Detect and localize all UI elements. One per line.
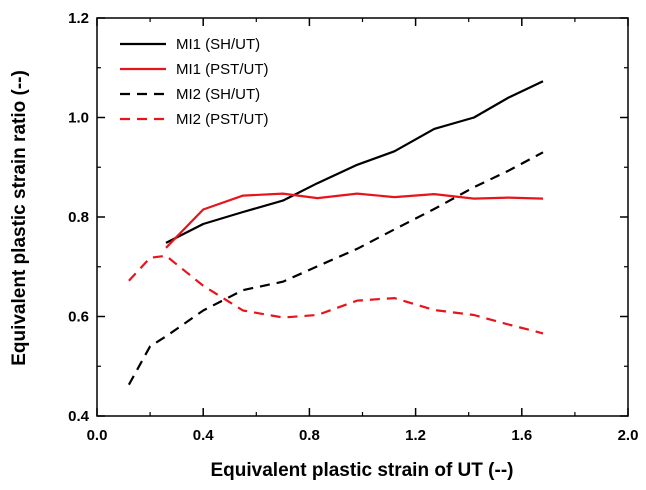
y-tick-label: 1.0 <box>68 110 89 127</box>
x-tick-label: 0.8 <box>299 427 320 444</box>
y-tick-label: 1.2 <box>68 10 89 27</box>
series-line-1 <box>165 80 544 244</box>
x-tick-label: 0.0 <box>87 427 108 444</box>
x-tick-label: 2.0 <box>618 427 639 444</box>
x-axis-title: Equivalent plastic strain of UT (--) <box>211 460 514 481</box>
y-tick-label: 0.6 <box>68 309 89 326</box>
legend: MI1 (SH/UT) MI1 (PST/UT) MI2 (SH/UT) MI2 (P… <box>120 36 269 128</box>
legend-label: MI1 (PST/UT) <box>176 61 269 78</box>
x-tick-label: 0.4 <box>193 427 215 444</box>
legend-label: MI1 (SH/UT) <box>176 36 260 53</box>
y-axis-title: Equivalent plastic strain ratio (--) <box>9 70 30 366</box>
axis-ticks: 0.0 0.4 0.8 1.2 1.6 2.0 0.4 0.6 0.8 1.0 1.2 <box>68 10 638 444</box>
x-tick-label: 1.2 <box>405 427 426 444</box>
x-tick-label: 1.6 <box>511 427 532 444</box>
series-line-3 <box>127 151 544 386</box>
legend-label: MI2 (PST/UT) <box>176 111 269 128</box>
series-line-2 <box>165 192 544 249</box>
legend-label: MI2 (SH/UT) <box>176 86 260 103</box>
y-tick-label: 0.8 <box>68 209 89 226</box>
series-line-4 <box>128 254 544 335</box>
y-tick-label: 0.4 <box>68 408 90 425</box>
